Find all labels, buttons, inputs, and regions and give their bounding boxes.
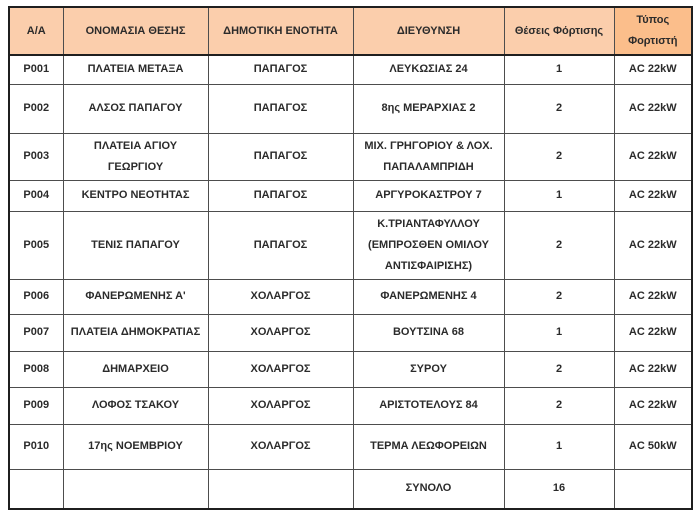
cell-address: ΜΙΧ. ΓΡΗΓΟΡΙΟΥ & ΛΟΧ. ΠΑΠΑΛΑΜΠΡΙΔΗ	[352, 132, 505, 181]
cell-charger: AC 22kW	[613, 350, 693, 388]
cell-spots: 2	[503, 350, 615, 388]
cell-unit: ΠΑΠΑΓΟΣ	[207, 210, 354, 280]
cell-id: P010	[8, 423, 64, 470]
cell-unit: ΧΟΛΑΡΓΟΣ	[207, 313, 354, 352]
cell-charger: AC 22kW	[613, 54, 693, 85]
cell-name: ΔΗΜΑΡΧΕΙΟ	[62, 350, 209, 388]
cell-name: ΛΟΦΟΣ ΤΣΑΚΟΥ	[62, 386, 209, 425]
cell-id: P002	[8, 83, 64, 134]
cell-charger: AC 22kW	[613, 386, 693, 425]
table-row: P001 ΠΛΑΤΕΙΑ ΜΕΤΑΞΑ ΠΑΠΑΓΟΣ ΛΕΥΚΩΣΙΑΣ 24 1 AC…	[8, 54, 693, 85]
cell-charger: AC 50kW	[613, 423, 693, 470]
total-row: ΣΥΝΟΛΟ 16	[8, 468, 693, 510]
cell-unit	[207, 468, 354, 510]
cell-address: ΣΥΡΟΥ	[352, 350, 505, 388]
table-row: P009 ΛΟΦΟΣ ΤΣΑΚΟΥ ΧΟΛΑΡΓΟΣ ΑΡΙΣΤΟΤΕΛΟΥΣ 84 2…	[8, 386, 693, 425]
cell-charger: AC 22kW	[613, 132, 693, 181]
cell-name: ΦΑΝΕΡΩΜΕΝΗΣ Α'	[62, 278, 209, 315]
cell-address: 8ης ΜΕΡΑΡΧΙΑΣ 2	[352, 83, 505, 134]
column-header-name: ΟΝΟΜΑΣΙΑ ΘΕΣΗΣ	[62, 6, 209, 56]
cell-address: ΒΟΥΤΣΙΝΑ 68	[352, 313, 505, 352]
column-header-unit: ΔΗΜΟΤΙΚΗ ΕΝΟΤΗΤΑ	[207, 6, 354, 56]
cell-address: Κ.ΤΡΙΑΝΤΑΦΥΛΛΟΥ (ΕΜΠΡΟΣΘΕΝ ΟΜΙΛΟΥ ΑΝΤΙΣΦ…	[352, 210, 505, 280]
table-row: P007 ΠΛΑΤΕΙΑ ΔΗΜΟΚΡΑΤΙΑΣ ΧΟΛΑΡΓΟΣ ΒΟΥΤΣΙΝΑ …	[8, 313, 693, 352]
cell-unit: ΠΑΠΑΓΟΣ	[207, 179, 354, 212]
cell-spots: 1	[503, 423, 615, 470]
cell-charger: AC 22kW	[613, 278, 693, 315]
cell-name: ΠΛΑΤΕΙΑ ΜΕΤΑΞΑ	[62, 54, 209, 85]
cell-name: ΚΕΝΤΡΟ ΝΕΟΤΗΤΑΣ	[62, 179, 209, 212]
cell-id: P007	[8, 313, 64, 352]
cell-charger	[613, 468, 693, 510]
cell-unit: ΧΟΛΑΡΓΟΣ	[207, 386, 354, 425]
cell-unit: ΧΟΛΑΡΓΟΣ	[207, 423, 354, 470]
cell-unit: ΧΟΛΑΡΓΟΣ	[207, 350, 354, 388]
cell-spots: 2	[503, 278, 615, 315]
cell-spots: 2	[503, 83, 615, 134]
cell-id	[8, 468, 64, 510]
cell-address: ΤΕΡΜΑ ΛΕΩΦΟΡΕΙΩΝ	[352, 423, 505, 470]
cell-id: P003	[8, 132, 64, 181]
cell-spots: 2	[503, 210, 615, 280]
cell-name: ΤΕΝΙΣ ΠΑΠΑΓΟΥ	[62, 210, 209, 280]
column-header-charger: Τύπος Φορτιστή	[613, 6, 693, 56]
column-header-address: ΔΙΕΥΘΥΝΣΗ	[352, 6, 505, 56]
total-spots-value: 16	[503, 468, 615, 510]
cell-name: ΑΛΣΟΣ ΠΑΠΑΓΟΥ	[62, 83, 209, 134]
cell-spots: 1	[503, 179, 615, 212]
column-header-spots: Θέσεις Φόρτισης	[503, 6, 615, 56]
charging-stations-table: Α/Α ΟΝΟΜΑΣΙΑ ΘΕΣΗΣ ΔΗΜΟΤΙΚΗ ΕΝΟΤΗΤΑ ΔΙΕΥ…	[8, 6, 693, 510]
cell-id: P005	[8, 210, 64, 280]
table-row: P008 ΔΗΜΑΡΧΕΙΟ ΧΟΛΑΡΓΟΣ ΣΥΡΟΥ 2 AC 22kW	[8, 350, 693, 388]
cell-name	[62, 468, 209, 510]
cell-id: P008	[8, 350, 64, 388]
cell-spots: 1	[503, 54, 615, 85]
cell-name: ΠΛΑΤΕΙΑ ΔΗΜΟΚΡΑΤΙΑΣ	[62, 313, 209, 352]
cell-unit: ΠΑΠΑΓΟΣ	[207, 83, 354, 134]
cell-id: P006	[8, 278, 64, 315]
total-label: ΣΥΝΟΛΟ	[352, 468, 505, 510]
cell-charger: AC 22kW	[613, 179, 693, 212]
table-row: P010 17ης ΝΟΕΜΒΡΙΟΥ ΧΟΛΑΡΓΟΣ ΤΕΡΜΑ ΛΕΩΦΟΡΕΙ…	[8, 423, 693, 470]
cell-spots: 1	[503, 313, 615, 352]
cell-spots: 2	[503, 132, 615, 181]
table-body: P001 ΠΛΑΤΕΙΑ ΜΕΤΑΞΑ ΠΑΠΑΓΟΣ ΛΕΥΚΩΣΙΑΣ 24 1 AC…	[8, 54, 693, 510]
cell-unit: ΧΟΛΑΡΓΟΣ	[207, 278, 354, 315]
cell-address: ΦΑΝΕΡΩΜΕΝΗΣ 4	[352, 278, 505, 315]
cell-unit: ΠΑΠΑΓΟΣ	[207, 132, 354, 181]
cell-unit: ΠΑΠΑΓΟΣ	[207, 54, 354, 85]
cell-spots: 2	[503, 386, 615, 425]
column-header-id: Α/Α	[8, 6, 64, 56]
cell-name: 17ης ΝΟΕΜΒΡΙΟΥ	[62, 423, 209, 470]
cell-charger: AC 22kW	[613, 210, 693, 280]
cell-charger: AC 22kW	[613, 83, 693, 134]
table-row: P003 ΠΛΑΤΕΙΑ ΑΓΙΟΥ ΓΕΩΡΓΙΟΥ ΠΑΠΑΓΟΣ ΜΙΧ. ΓΡ…	[8, 132, 693, 181]
cell-id: P001	[8, 54, 64, 85]
table-row: P004 ΚΕΝΤΡΟ ΝΕΟΤΗΤΑΣ ΠΑΠΑΓΟΣ ΑΡΓΥΡΟΚΑΣΤΡΟΥ …	[8, 179, 693, 212]
cell-charger: AC 22kW	[613, 313, 693, 352]
cell-name: ΠΛΑΤΕΙΑ ΑΓΙΟΥ ΓΕΩΡΓΙΟΥ	[62, 132, 209, 181]
cell-address: ΑΡΙΣΤΟΤΕΛΟΥΣ 84	[352, 386, 505, 425]
cell-id: P004	[8, 179, 64, 212]
cell-address: ΛΕΥΚΩΣΙΑΣ 24	[352, 54, 505, 85]
table-row: P005 ΤΕΝΙΣ ΠΑΠΑΓΟΥ ΠΑΠΑΓΟΣ Κ.ΤΡΙΑΝΤΑΦΥΛΛΟΥ …	[8, 210, 693, 280]
cell-id: P009	[8, 386, 64, 425]
cell-address: ΑΡΓΥΡΟΚΑΣΤΡΟΥ 7	[352, 179, 505, 212]
table-header: Α/Α ΟΝΟΜΑΣΙΑ ΘΕΣΗΣ ΔΗΜΟΤΙΚΗ ΕΝΟΤΗΤΑ ΔΙΕΥ…	[8, 6, 693, 56]
header-row: Α/Α ΟΝΟΜΑΣΙΑ ΘΕΣΗΣ ΔΗΜΟΤΙΚΗ ΕΝΟΤΗΤΑ ΔΙΕΥ…	[8, 6, 693, 56]
